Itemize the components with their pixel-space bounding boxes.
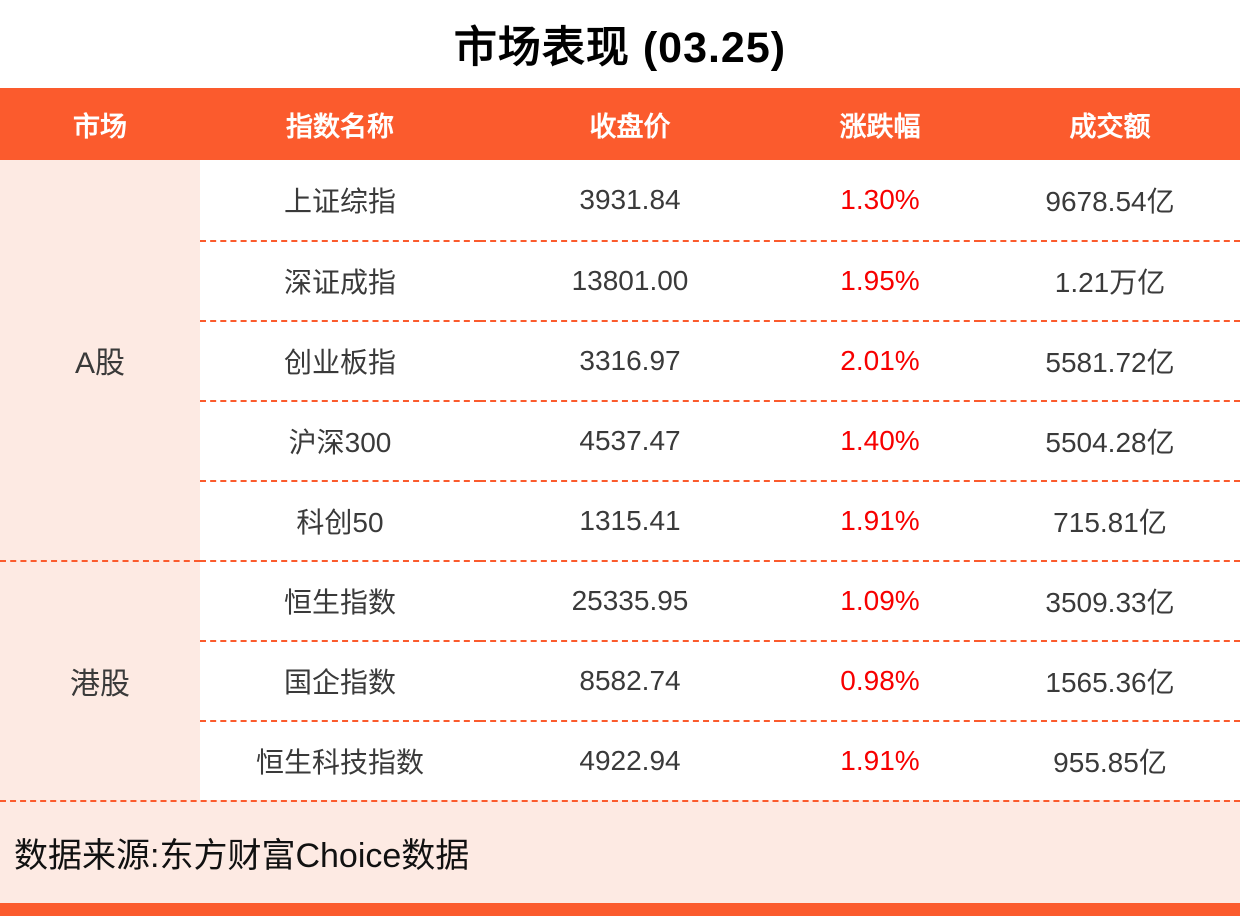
- col-header-market: 市场: [73, 111, 127, 142]
- index-name: 国企指数: [200, 640, 480, 720]
- change-percent: 1.95%: [780, 240, 980, 320]
- index-name: 恒生科技指数: [200, 720, 480, 800]
- turnover: 715.81亿: [980, 480, 1240, 560]
- turnover: 1.21万亿: [980, 240, 1240, 320]
- col-header-close-price: 收盘价: [589, 111, 671, 142]
- table-body: A股 上证综指 3931.84 1.30% 9678.54亿 深证成指 1380…: [0, 160, 1240, 800]
- page-title: 市场表现 (03.25): [453, 24, 787, 72]
- col-header-index-name: 指数名称: [286, 111, 394, 142]
- close-price: 4922.94: [480, 720, 780, 800]
- change-percent: 2.01%: [780, 320, 980, 400]
- col-header-change-percent: 涨跌幅: [839, 111, 921, 142]
- close-price: 1315.41: [480, 480, 780, 560]
- close-price: 13801.00: [480, 240, 780, 320]
- turnover: 1565.36亿: [980, 640, 1240, 720]
- change-percent: 0.98%: [780, 640, 980, 720]
- index-name: 科创50: [200, 480, 480, 560]
- change-percent: 1.09%: [780, 560, 980, 640]
- index-name: 创业板指: [200, 320, 480, 400]
- change-percent: 1.30%: [840, 184, 920, 215]
- index-name: 上证综指: [283, 186, 396, 217]
- table-header-row: 市场 指数名称 收盘价 涨跌幅 成交额: [0, 88, 1240, 160]
- close-price: 4537.47: [480, 400, 780, 480]
- close-price: 3931.84: [579, 184, 681, 215]
- data-source-note: 数据来源:东方财富Choice数据: [0, 800, 1240, 903]
- turnover: 5504.28亿: [980, 400, 1240, 480]
- close-price: 25335.95: [480, 560, 780, 640]
- col-header-turnover: 成交额: [1069, 111, 1151, 142]
- index-name: 沪深300: [200, 400, 480, 480]
- bottom-accent-bar: [0, 903, 1240, 916]
- market-group-label-hk: 港股: [0, 560, 200, 800]
- change-percent: 1.91%: [780, 720, 980, 800]
- index-name: 恒生指数: [200, 560, 480, 640]
- turnover: 955.85亿: [980, 720, 1240, 800]
- close-price: 8582.74: [480, 640, 780, 720]
- turnover: 3509.33亿: [980, 560, 1240, 640]
- market-group-label-a: A股: [0, 160, 200, 560]
- close-price: 3316.97: [480, 320, 780, 400]
- change-percent: 1.91%: [780, 480, 980, 560]
- index-name: 深证成指: [200, 240, 480, 320]
- turnover: 5581.72亿: [980, 320, 1240, 400]
- turnover: 9678.54亿: [1045, 186, 1175, 217]
- change-percent: 1.40%: [780, 400, 980, 480]
